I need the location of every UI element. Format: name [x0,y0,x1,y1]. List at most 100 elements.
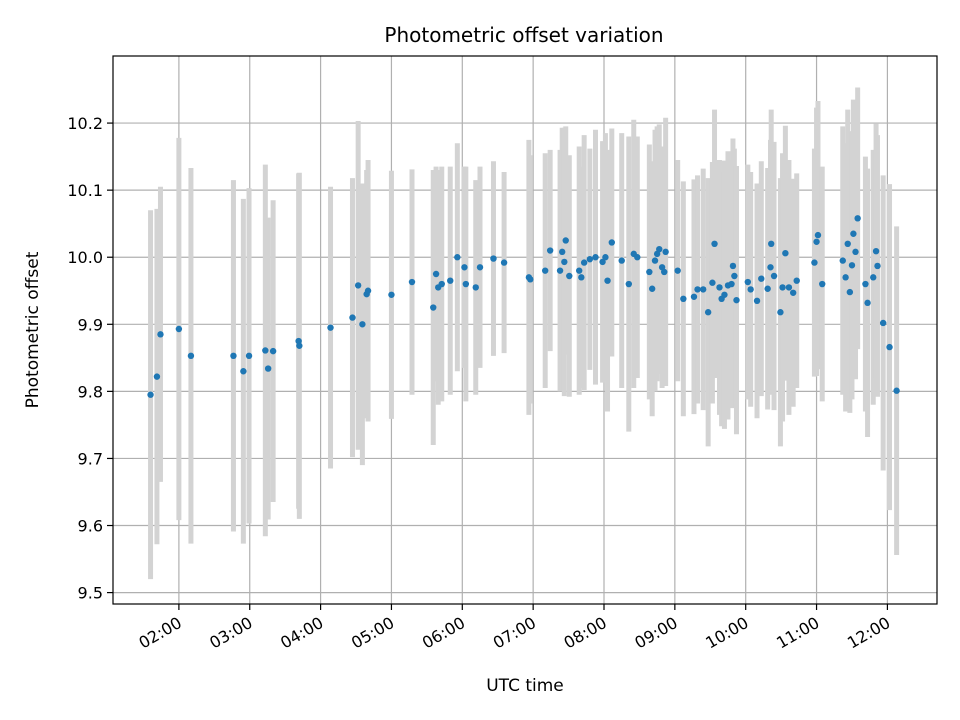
data-point [747,286,754,293]
y-tick-label: 9.8 [78,382,103,401]
data-point [709,279,716,286]
data-point [327,324,334,331]
data-point [576,267,583,274]
data-point [811,259,818,266]
data-point [782,249,789,257]
data-point [721,291,728,298]
data-point [662,248,669,256]
data-point [230,352,237,360]
data-point [561,258,568,266]
data-point [586,256,594,263]
data-point [694,286,701,293]
data-point [472,284,479,291]
y-axis-ticks: 9.5 9.6 9.7 9.8 9.9 10.0 10.1 10.2 [67,114,113,603]
data-point [295,337,302,345]
data-point [646,268,653,276]
data-point [656,245,663,253]
data-point [716,284,723,291]
data-point [592,254,599,261]
data-point [354,282,362,289]
data-point [578,274,585,281]
data-point [729,262,737,270]
data-point [556,267,564,274]
data-point [599,258,606,266]
data-point [562,237,569,244]
data-point [699,286,707,293]
data-point [558,248,566,256]
chart-title: Photometric offset variation [384,23,663,47]
data-point [625,280,632,288]
data-point [388,291,395,298]
data-point [454,254,461,261]
data-point [438,280,445,288]
data-point [758,275,765,282]
data-point [704,309,712,316]
data-point [527,276,534,283]
data-point [364,287,372,294]
data-point [813,238,820,245]
data-point [893,387,900,394]
data-point [839,257,846,264]
data-point [187,352,195,360]
data-point [349,314,356,321]
data-point [848,262,856,269]
data-point [770,272,778,280]
data-point [580,259,588,266]
data-point [566,272,573,280]
data-point [490,255,497,262]
data-point [854,215,861,222]
y-axis-label: Photometric offset [23,251,43,408]
data-point [779,284,786,291]
y-tick-label: 9.9 [78,315,103,334]
data-point [879,319,887,327]
data-point [870,274,877,281]
data-point [651,257,659,264]
data-point [690,293,698,300]
data-point [844,240,851,248]
data-point [789,289,797,296]
data-point [793,277,800,284]
data-point [604,277,611,284]
y-tick-label: 10.2 [67,114,103,133]
data-point [157,331,164,338]
data-point [731,272,738,280]
y-tick-label: 10.1 [67,181,103,200]
data-point [269,347,277,355]
data-point [408,278,416,286]
x-axis-label: UTC time [486,676,564,696]
data-point [430,304,437,311]
data-point [432,270,440,278]
data-point [296,342,303,349]
data-point [541,267,549,274]
data-point [767,264,774,271]
data-point [546,247,554,254]
y-tick-label: 9.6 [78,517,103,536]
data-point [674,267,681,274]
data-point [852,248,859,256]
data-point [874,262,881,270]
data-point [461,264,468,271]
data-point [608,239,615,246]
y-tick-label: 9.5 [78,584,103,603]
data-point [814,231,822,239]
data-points [147,215,900,398]
data-point [842,274,849,281]
data-point [777,309,784,316]
data-point [728,280,735,288]
data-point [680,295,687,303]
data-point [602,254,609,261]
data-point [744,278,752,286]
data-point [462,280,470,288]
data-point [147,391,154,398]
data-point [846,288,854,296]
data-point [618,257,625,264]
data-point [648,285,656,292]
data-point [661,268,668,276]
data-point [819,280,826,288]
data-point [153,373,161,380]
data-point [733,296,740,304]
y-tick-label: 9.7 [78,449,103,468]
data-point [864,299,871,307]
data-point [500,259,508,266]
